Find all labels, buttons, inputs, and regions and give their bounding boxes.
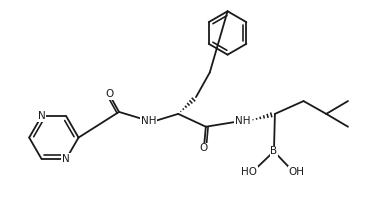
Text: OH: OH	[289, 167, 305, 177]
Text: HO: HO	[241, 167, 257, 177]
Text: NH: NH	[141, 116, 156, 126]
Text: O: O	[200, 144, 208, 153]
Text: O: O	[105, 89, 113, 99]
Text: NH: NH	[235, 116, 250, 126]
Text: N: N	[38, 111, 45, 121]
Text: B: B	[270, 146, 277, 156]
Text: N: N	[62, 154, 70, 164]
